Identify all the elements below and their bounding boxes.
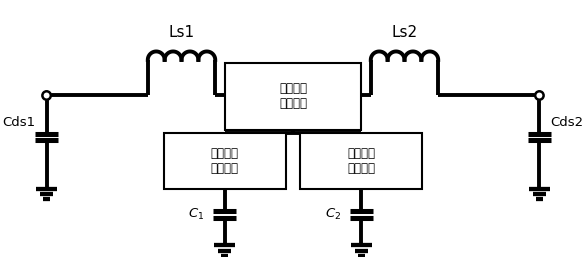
Circle shape bbox=[42, 91, 51, 100]
Bar bbox=[224, 63, 362, 130]
Text: $C_2$: $C_2$ bbox=[325, 207, 341, 222]
Text: Ls1: Ls1 bbox=[168, 25, 195, 40]
Text: Cds1: Cds1 bbox=[2, 116, 35, 129]
Text: 第一无源
电子元件: 第一无源 电子元件 bbox=[279, 82, 307, 111]
Circle shape bbox=[535, 91, 544, 100]
Text: 第二无源
电子元件: 第二无源 电子元件 bbox=[210, 147, 239, 175]
Text: Ls2: Ls2 bbox=[391, 25, 418, 40]
Bar bbox=[301, 133, 423, 189]
Bar bbox=[163, 133, 285, 189]
Text: 第三无源
电子元件: 第三无源 电子元件 bbox=[347, 147, 376, 175]
Text: Cds2: Cds2 bbox=[551, 116, 584, 129]
Text: $C_1$: $C_1$ bbox=[188, 207, 204, 222]
